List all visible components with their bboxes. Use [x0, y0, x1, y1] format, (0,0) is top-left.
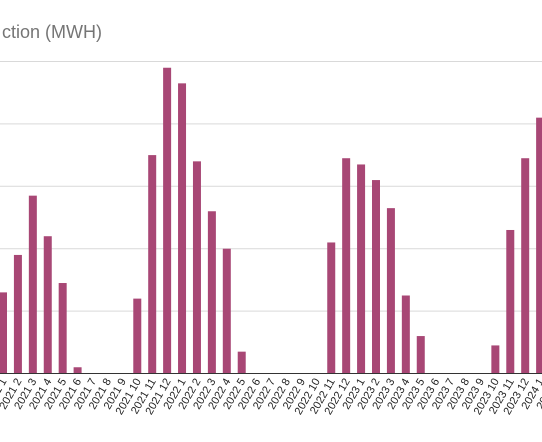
bar — [192, 161, 201, 374]
bar — [506, 229, 515, 374]
bar — [327, 242, 336, 374]
bar — [342, 158, 351, 374]
chart-title: ction (MWH) — [2, 22, 102, 42]
bar — [372, 180, 380, 374]
bar — [43, 236, 52, 374]
gridlines — [0, 61, 542, 312]
bar — [222, 248, 231, 374]
bar — [357, 164, 366, 374]
bar — [58, 283, 67, 374]
bar — [237, 351, 246, 374]
bar — [0, 292, 7, 374]
bar — [178, 83, 187, 374]
bar — [163, 67, 172, 374]
bar — [148, 155, 157, 374]
bar — [386, 208, 395, 374]
bar — [521, 158, 530, 374]
bars — [0, 67, 542, 374]
bar — [73, 367, 82, 374]
bar — [401, 295, 410, 374]
bar — [536, 117, 542, 374]
bar — [13, 254, 22, 374]
bar — [491, 345, 500, 374]
bar — [28, 195, 37, 374]
bar — [416, 336, 425, 374]
bar — [207, 211, 216, 374]
bar — [133, 298, 142, 374]
